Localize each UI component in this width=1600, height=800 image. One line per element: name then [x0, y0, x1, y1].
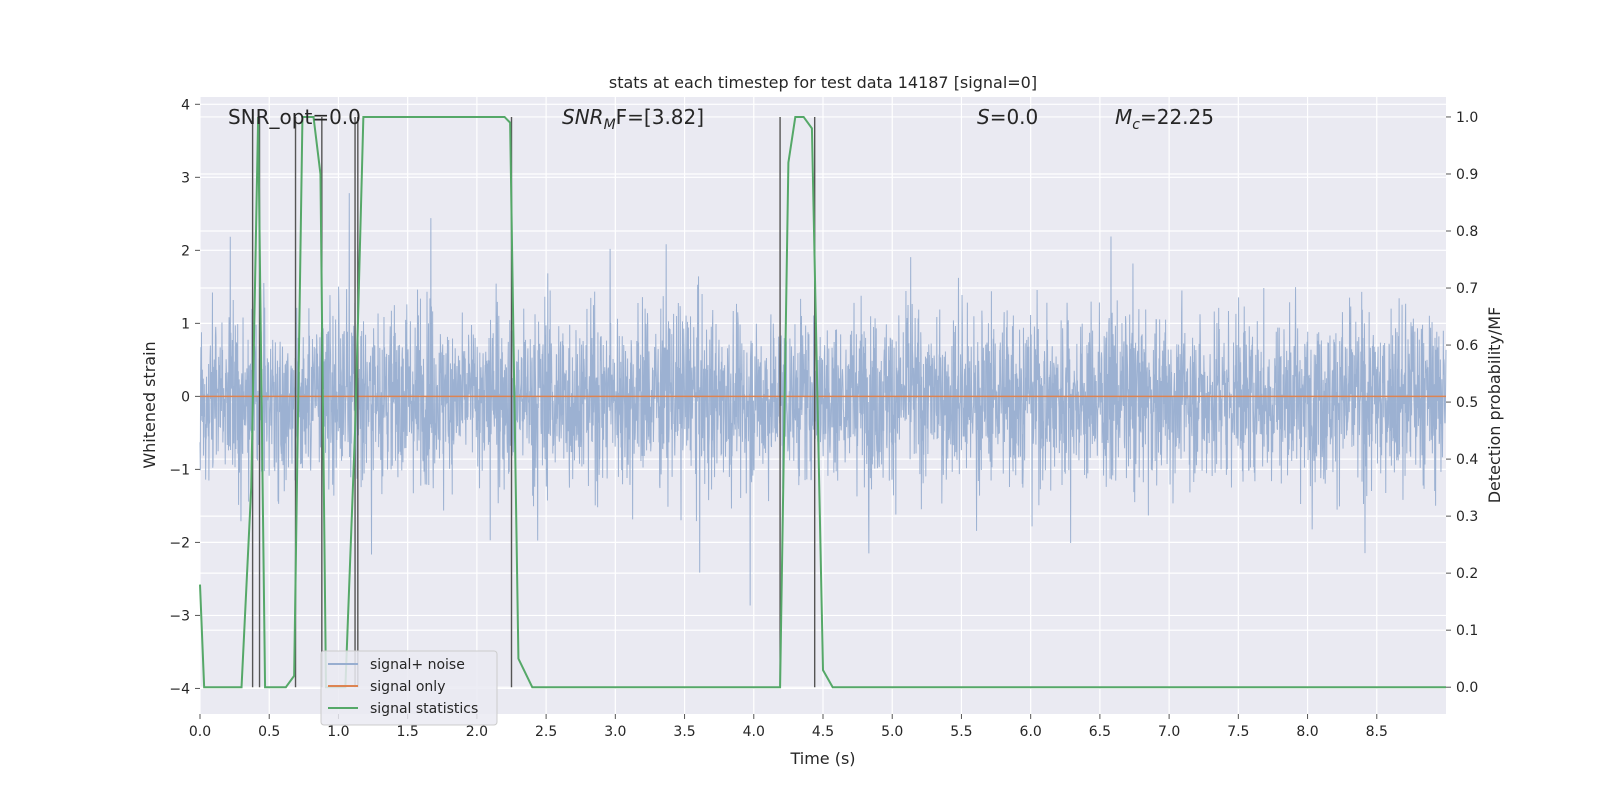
signal-noise-series — [199, 193, 1447, 606]
y2-tick-label: 0.0 — [1456, 680, 1478, 696]
x-axis-label: Time (s) — [789, 749, 855, 768]
annotation-mc: Mc=22.25 — [1115, 105, 1214, 133]
signal-statistics-line — [199, 115, 1446, 689]
x-tick-label: 1.5 — [397, 724, 419, 740]
y2-tick-label: 0.1 — [1456, 623, 1478, 639]
y2-tick-label: 1.0 — [1456, 110, 1478, 126]
y-tick-label: 3 — [181, 170, 190, 186]
legend: signal+ noise signal only signal statist… — [320, 650, 498, 726]
signal-statistics-series — [199, 115, 1446, 689]
legend-label-noise: signal+ noise — [370, 657, 465, 673]
y-tick-label: 1 — [181, 316, 190, 332]
y-tick-label: −3 — [169, 608, 190, 624]
y2-tick-label: 0.2 — [1456, 566, 1478, 582]
y2-tick-label: 0.5 — [1456, 395, 1478, 411]
y2-axis-label: Detection probability/MF — [1485, 307, 1504, 504]
x-tick-label: 5.0 — [881, 724, 903, 740]
chart-title: stats at each timestep for test data 141… — [609, 73, 1037, 92]
x-tick-label: 3.0 — [604, 724, 626, 740]
annotation-snr-mf: SNRMF=[3.82] — [562, 105, 704, 133]
axis-ticks: 0.0 0.5 1.0 1.5 2.0 2.5 3.0 3.5 4.0 4.5 5.0 5.5 6.0 6… — [169, 97, 1478, 740]
x-tick-label: 5.5 — [950, 724, 972, 740]
y-axis-label: Whitened strain — [140, 341, 159, 468]
signal-noise-line — [199, 193, 1447, 606]
y2-tick-label: 0.4 — [1456, 452, 1478, 468]
x-tick-label: 4.5 — [812, 724, 834, 740]
x-tick-label: 1.0 — [327, 724, 349, 740]
y-tick-label: 4 — [181, 97, 190, 113]
x-tick-label: 2.5 — [535, 724, 557, 740]
x-tick-label: 6.0 — [1020, 724, 1042, 740]
y2-tick-label: 0.7 — [1456, 281, 1478, 297]
x-tick-label: 2.0 — [466, 724, 488, 740]
y-tick-label: 0 — [181, 389, 190, 405]
x-tick-label: 3.5 — [673, 724, 695, 740]
y2-tick-label: 0.8 — [1456, 224, 1478, 240]
legend-label-signal: signal only — [370, 679, 445, 695]
y2-tick-label: 0.3 — [1456, 509, 1478, 525]
x-tick-label: 7.5 — [1227, 724, 1249, 740]
y-tick-label: −4 — [169, 681, 190, 697]
legend-label-statistics: signal statistics — [370, 701, 478, 717]
x-tick-label: 0.0 — [189, 724, 211, 740]
legend-box — [320, 650, 498, 726]
y-tick-label: −2 — [169, 535, 190, 551]
y-tick-label: 2 — [181, 243, 190, 259]
x-tick-label: 8.5 — [1366, 724, 1388, 740]
y2-tick-label: 0.6 — [1456, 338, 1478, 354]
annotation-snr-opt: SNR_opt=0.0 — [228, 105, 361, 129]
x-tick-label: 0.5 — [258, 724, 280, 740]
y-tick-label: −1 — [169, 462, 190, 478]
y2-tick-label: 0.9 — [1456, 167, 1478, 183]
x-tick-label: 8.0 — [1296, 724, 1318, 740]
x-tick-label: 4.0 — [743, 724, 765, 740]
x-tick-label: 7.0 — [1158, 724, 1180, 740]
annotation-s: S=0.0 — [977, 105, 1038, 129]
x-tick-label: 6.5 — [1089, 724, 1111, 740]
